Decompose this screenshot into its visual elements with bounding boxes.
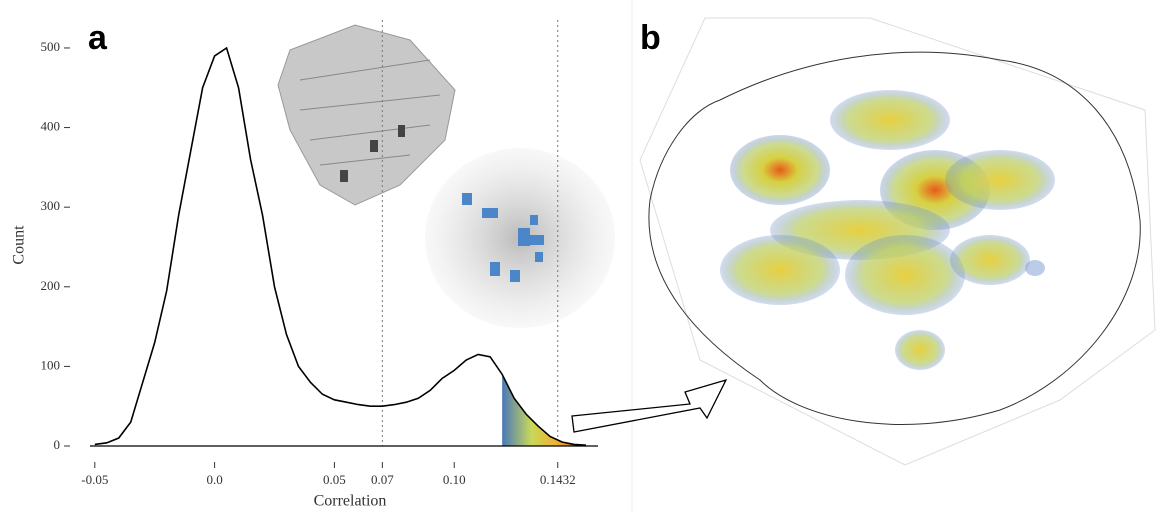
arrow — [572, 380, 726, 432]
x-tick-label: 0.10 — [443, 472, 466, 487]
y-tick-label: 0 — [54, 437, 61, 452]
panel-label: b — [640, 19, 661, 57]
x-tick-label: 0.1432 — [540, 472, 576, 487]
x-tick-label: -0.05 — [81, 472, 108, 487]
figure: a b Correlation Count 0 100 200 300 400 500 -0… — [0, 0, 1164, 513]
y-tick-label: 100 — [41, 357, 61, 372]
x-axis-title: Correlation — [314, 493, 387, 510]
panel-label: a — [88, 19, 108, 57]
x-tick-label: 0.07 — [371, 472, 394, 487]
voxel-render — [278, 25, 615, 328]
x-tick-label: 0.05 — [323, 472, 346, 487]
highlight-area — [502, 374, 586, 446]
y-tick-label: 200 — [41, 278, 61, 293]
x-tick-label: 0.0 — [206, 472, 222, 487]
y-tick-label: 500 — [41, 39, 61, 54]
y-axis-title: Count — [11, 225, 28, 265]
y-tick-label: 300 — [41, 198, 61, 213]
y-tick-label: 400 — [41, 119, 61, 134]
